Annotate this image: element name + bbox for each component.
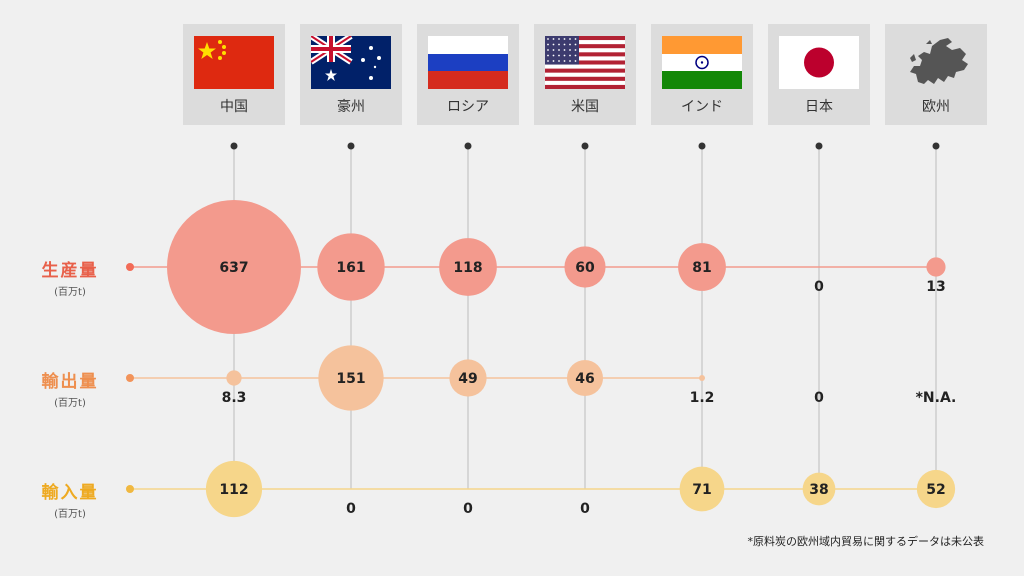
bubble-value-label: *N.A. bbox=[916, 390, 957, 406]
bubble-value-label: 81 bbox=[692, 260, 711, 276]
column-top-dot bbox=[347, 142, 355, 150]
country-card-india: インド bbox=[651, 24, 753, 125]
bubble-value-label: 161 bbox=[336, 260, 365, 276]
country-name: 米国 bbox=[571, 99, 599, 115]
row-unit: (百万t) bbox=[54, 509, 86, 520]
row-title: 輸出量 bbox=[41, 372, 99, 392]
row-label-export: 輸出量 (百万t) bbox=[28, 367, 112, 409]
bubble-value-label: 0 bbox=[463, 501, 473, 517]
column-top-dot bbox=[464, 142, 472, 150]
bubble bbox=[205, 460, 263, 518]
bubble bbox=[226, 370, 242, 386]
country-name: 欧州 bbox=[922, 99, 950, 115]
footnote: *原料炭の欧州域内貿易に関するデータは未公表 bbox=[747, 535, 985, 548]
russia-flag-icon bbox=[428, 36, 508, 89]
row-start-dot bbox=[126, 374, 134, 382]
india-flag-icon bbox=[662, 36, 742, 89]
bubble bbox=[439, 238, 497, 296]
country-name: ロシア bbox=[447, 99, 489, 115]
bubble-value-label: 0 bbox=[346, 501, 356, 517]
bubble-value-label: 1.2 bbox=[690, 390, 715, 406]
bubble bbox=[699, 375, 705, 381]
country-card-china: 中国 bbox=[183, 24, 285, 125]
row-start-dot bbox=[126, 485, 134, 493]
bubble bbox=[926, 257, 946, 277]
bubble bbox=[318, 345, 384, 411]
country-name: インド bbox=[681, 99, 723, 115]
usa-flag-icon bbox=[545, 36, 625, 89]
bubble-value-label: 46 bbox=[575, 371, 594, 387]
row-unit: (百万t) bbox=[54, 287, 86, 298]
bubble-value-label: 13 bbox=[926, 279, 945, 295]
australia-flag-icon bbox=[311, 36, 391, 89]
column-top-dot bbox=[932, 142, 940, 150]
country-name: 中国 bbox=[220, 99, 248, 115]
bubble bbox=[679, 466, 725, 512]
bubble bbox=[802, 472, 836, 506]
bubble-value-label: 112 bbox=[219, 482, 248, 498]
bubble bbox=[449, 359, 487, 397]
china-flag-icon bbox=[194, 36, 274, 89]
bubble bbox=[678, 243, 726, 291]
row-label-import: 輸入量 (百万t) bbox=[28, 478, 112, 520]
bubble-value-label: 52 bbox=[926, 482, 945, 498]
bubble-value-label: 49 bbox=[458, 371, 477, 387]
bubble bbox=[564, 246, 606, 288]
country-card-europe: 欧州 bbox=[885, 24, 987, 125]
column-top-dot bbox=[230, 142, 238, 150]
row-start-dot bbox=[126, 263, 134, 271]
bubble-value-label: 38 bbox=[809, 482, 828, 498]
country-card-russia: ロシア bbox=[417, 24, 519, 125]
row-label-production: 生産量 (百万t) bbox=[28, 256, 112, 298]
bubble bbox=[317, 233, 385, 301]
bubble-value-label: 60 bbox=[575, 260, 595, 276]
bubble bbox=[566, 359, 604, 397]
country-card-japan: 日本 bbox=[768, 24, 870, 125]
bubble-value-label: 0 bbox=[814, 390, 824, 406]
japan-flag-icon bbox=[779, 36, 859, 89]
bubble bbox=[916, 469, 956, 509]
country-card-australia: 豪州 bbox=[300, 24, 402, 125]
bubble-value-label: 118 bbox=[453, 260, 482, 276]
country-card-usa: 米国 bbox=[534, 24, 636, 125]
bubble-value-label: 71 bbox=[692, 482, 711, 498]
bubble-value-label: 0 bbox=[814, 279, 824, 295]
column-top-dot bbox=[815, 142, 823, 150]
country-name: 豪州 bbox=[337, 99, 365, 115]
bubble-value-label: 637 bbox=[219, 260, 248, 276]
europe-map-icon bbox=[896, 36, 976, 89]
bubble-value-label: 0 bbox=[580, 501, 590, 517]
row-unit: (百万t) bbox=[54, 398, 86, 409]
bubble bbox=[167, 200, 301, 334]
row-title: 輸入量 bbox=[41, 483, 99, 503]
country-name: 日本 bbox=[805, 99, 833, 115]
column-top-dot bbox=[698, 142, 706, 150]
row-title: 生産量 bbox=[41, 261, 99, 281]
column-top-dot bbox=[581, 142, 589, 150]
bubble-value-label: 8.3 bbox=[222, 390, 247, 406]
bubble-value-label: 151 bbox=[336, 371, 365, 387]
